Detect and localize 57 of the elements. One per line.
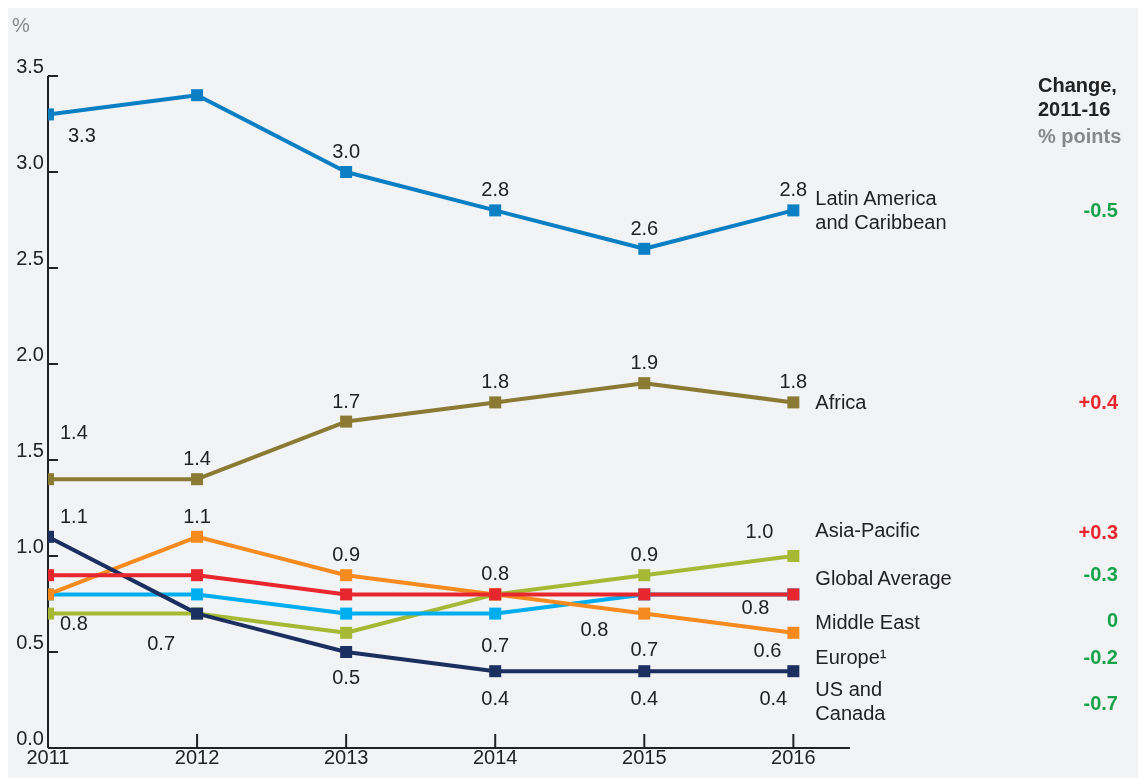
data-label: 0.7: [481, 633, 510, 656]
text: -0.7: [1083, 692, 1118, 715]
data-label: 0.8: [580, 618, 609, 641]
data-label: 0.4: [630, 687, 659, 710]
data-label: 0.8: [60, 612, 88, 635]
data-label: 1.1: [60, 504, 88, 527]
y-tick-label: 0.5: [16, 631, 44, 654]
data-label: 2.6: [630, 216, 659, 239]
x-tick-label: 2013: [323, 746, 369, 769]
series-label: US and Canada: [815, 678, 887, 725]
y-tick-label: 1.0: [16, 535, 44, 558]
text: +0.3: [1078, 521, 1118, 543]
data-label: 0.8: [741, 596, 770, 619]
data-label: 1.7: [332, 389, 361, 412]
data-label: 0.8: [481, 562, 510, 585]
y-tick-label: 2.5: [16, 247, 44, 270]
series-label: Latin America and Caribbean: [815, 187, 947, 234]
data-label: 2.8: [481, 178, 510, 201]
series-label: Asia-Pacific: [815, 519, 920, 541]
data-label: 0.5: [332, 666, 361, 688]
y-axis-title: %: [12, 14, 30, 37]
data-label: 1.4: [60, 421, 88, 444]
data-label: 0.7: [630, 637, 659, 660]
text: -0.5: [1083, 199, 1118, 222]
text: Change, 2011-16: [1038, 73, 1118, 121]
series-label: Middle East: [815, 611, 921, 634]
text: +0.4: [1078, 391, 1119, 414]
data-label: 0.9: [630, 543, 659, 566]
text: 0: [1106, 609, 1118, 632]
series-label: Europe¹: [815, 645, 887, 668]
data-label: 1.9: [630, 351, 659, 374]
data-label: 0.6: [753, 638, 782, 661]
y-tick-label: 2.0: [16, 343, 44, 366]
data-label: 0.9: [332, 543, 361, 566]
text: % points: [1038, 125, 1122, 148]
series-label: Africa: [815, 391, 868, 414]
x-tick-label: 2012: [174, 746, 220, 769]
data-label: 1.1: [183, 504, 211, 527]
data-label: 3.0: [332, 140, 361, 162]
data-label: 0.7: [147, 631, 176, 654]
data-label: 3.3: [68, 124, 96, 147]
data-label: 1.4: [183, 447, 211, 470]
data-label: 1.8: [481, 370, 510, 393]
text: -0.2: [1083, 645, 1118, 668]
x-tick-label: 2014: [472, 746, 518, 769]
x-tick-label: 2016: [771, 746, 816, 769]
data-label: 0.4: [481, 687, 510, 710]
x-tick-label: 2015: [622, 746, 667, 769]
data-label: 1.0: [745, 520, 774, 542]
y-tick-label: 3.5: [16, 55, 44, 78]
y-tick-label: 1.5: [16, 439, 44, 462]
series-label: Global Average: [815, 567, 952, 590]
text: -0.3: [1083, 563, 1118, 586]
data-label: 1.8: [779, 370, 808, 393]
y-tick-label: 3.0: [16, 151, 44, 174]
data-label: 0.4: [759, 687, 788, 710]
data-label: 2.8: [779, 178, 808, 201]
